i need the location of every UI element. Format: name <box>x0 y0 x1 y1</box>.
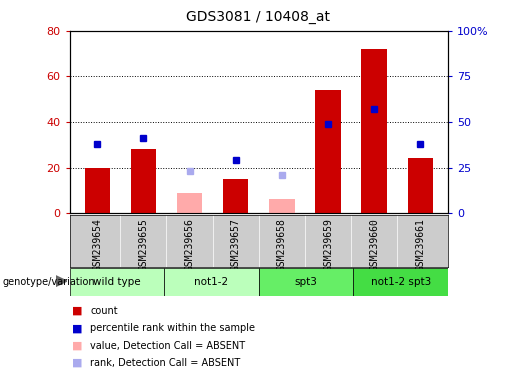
Text: value, Detection Call = ABSENT: value, Detection Call = ABSENT <box>90 341 245 351</box>
Bar <box>84 167 110 213</box>
Text: GSM239657: GSM239657 <box>231 218 241 270</box>
Text: spt3: spt3 <box>295 277 318 287</box>
Text: count: count <box>90 306 118 316</box>
Text: ■: ■ <box>72 341 82 351</box>
Bar <box>131 149 156 213</box>
Polygon shape <box>56 276 67 286</box>
Text: ■: ■ <box>72 358 82 368</box>
Text: GSM239661: GSM239661 <box>416 218 425 270</box>
Bar <box>223 179 248 213</box>
Text: percentile rank within the sample: percentile rank within the sample <box>90 323 255 333</box>
Bar <box>259 268 353 296</box>
Text: wild type: wild type <box>93 277 141 287</box>
Bar <box>408 159 433 213</box>
Text: not1-2 spt3: not1-2 spt3 <box>371 277 431 287</box>
Text: genotype/variation: genotype/variation <box>3 277 95 287</box>
Bar <box>315 90 341 213</box>
Text: GSM239660: GSM239660 <box>369 218 379 270</box>
Bar <box>362 49 387 213</box>
Text: ■: ■ <box>72 306 82 316</box>
Bar <box>177 193 202 213</box>
Bar <box>269 199 295 213</box>
Text: GDS3081 / 10408_at: GDS3081 / 10408_at <box>185 10 330 23</box>
Bar <box>353 268 448 296</box>
Text: GSM239659: GSM239659 <box>323 218 333 270</box>
Text: rank, Detection Call = ABSENT: rank, Detection Call = ABSENT <box>90 358 241 368</box>
Text: GSM239655: GSM239655 <box>139 218 148 270</box>
Bar <box>164 268 259 296</box>
Text: GSM239658: GSM239658 <box>277 218 287 270</box>
Text: GSM239654: GSM239654 <box>92 218 102 270</box>
Text: GSM239656: GSM239656 <box>184 218 195 270</box>
Bar <box>70 268 164 296</box>
Text: ■: ■ <box>72 323 82 333</box>
Text: not1-2: not1-2 <box>194 277 229 287</box>
